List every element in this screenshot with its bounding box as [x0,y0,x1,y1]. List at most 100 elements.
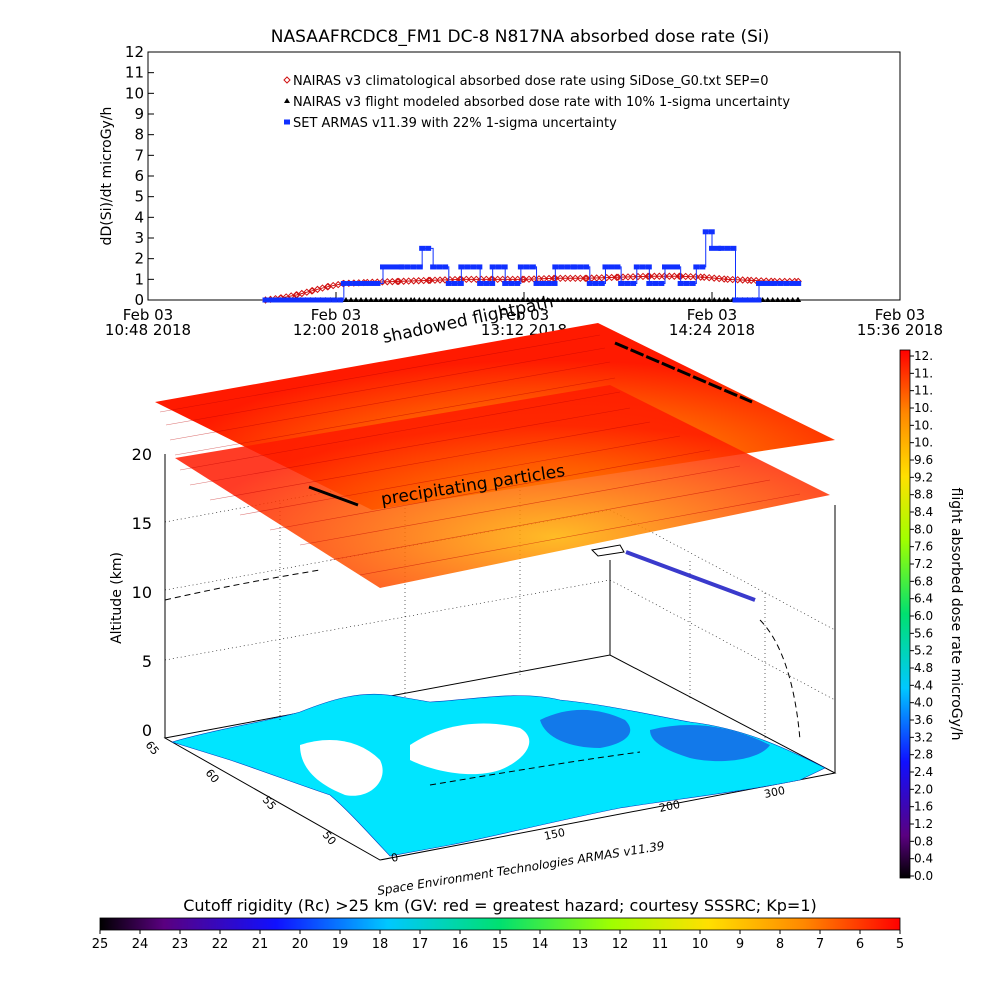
series-point [762,280,768,286]
y-tick-label: 5 [134,188,144,206]
series-point [489,280,496,286]
series-point [711,297,718,302]
series-point [549,297,556,302]
series-point [378,278,387,286]
y-tick-label: 11 [125,64,144,82]
rigidity-colorbar-tick-label: 5 [896,937,904,952]
series-point [441,297,448,302]
x-tick-label-date: Feb 03 [687,306,737,324]
y-tick-label: 2 [134,250,144,268]
rigidity-colorbar-tick-label: 18 [372,937,389,952]
series-point [388,297,394,302]
series-point [568,297,574,302]
series-point [677,280,684,286]
series-point [675,272,684,280]
series-point [310,297,317,303]
series-point [451,280,458,286]
series-point [529,297,536,302]
series-point [404,277,413,285]
series-point [462,275,471,284]
series-point [583,264,590,270]
rigidity-colorbar-tick-label: 23 [172,937,189,952]
dose-colorbar-tick-label: 2.8 [914,748,933,762]
series-point [431,297,438,302]
series-point [346,280,353,286]
series-point [573,297,579,302]
rigidity-colorbar-tick-label: 9 [736,937,744,952]
flight-path-3d [625,550,756,602]
series-point [425,245,432,251]
series-point [368,297,374,302]
series-point [650,272,659,280]
series-point [394,277,403,286]
latitude-tick: 50 [320,829,339,848]
series-point [424,276,433,285]
series-point [710,274,718,282]
series-point [701,297,708,302]
series-point [681,272,690,281]
flight-shadow-segment-2 [308,485,359,507]
series-point [771,280,778,286]
rigidity-colorbar-ticks: 25 24 23 22 21 20 19 18 17 16 15 14 13 12 11 10 9 8 7 6 5 [92,930,904,952]
series-point [416,297,423,302]
series-point [441,276,449,284]
series-point [755,297,762,303]
series-point [738,276,747,284]
series-point [738,297,745,303]
series-point [545,280,552,286]
series-point [662,264,668,270]
series-point [582,274,591,283]
dose-colorbar-tick-label: 4.0 [914,696,933,710]
series-point [514,280,521,286]
series-point [618,280,625,286]
series-point [393,277,402,286]
series-point [674,264,680,270]
series-point [581,274,590,283]
series-point [554,297,561,302]
series-point [696,297,703,302]
flight-shadow-segment [614,341,753,404]
series-point [284,119,290,125]
series-point [268,297,275,303]
series-point [561,274,570,283]
series-point [608,264,615,270]
series-point [730,245,737,251]
series-point [715,274,723,283]
altitude-tick: 15 [132,514,152,533]
rigidity-colorbar-label: Cutoff rigidity (Rc) >25 km (GV: red = g… [183,896,817,915]
rigidity-colorbar-tick-label: 15 [492,937,509,952]
series-point [646,280,653,286]
series-square [262,229,802,303]
rigidity-colorbar-tick-label: 6 [856,937,864,952]
rigidity-colorbar-tick-label: 21 [252,937,269,952]
rigidity-colorbar-tick-label: 11 [652,937,669,952]
series-point [436,297,443,302]
series-point [352,280,359,286]
series-point [686,272,695,281]
latitude-tick: 55 [260,794,279,813]
series-point [419,276,428,285]
series-point [419,245,426,251]
dose-rate-panel: NASAAFRCDC8_FM1 DC-8 N817NA absorbed dos… [99,27,943,339]
series-point [398,297,404,302]
series-point [470,264,477,270]
longitude-tick: 0 [390,851,400,865]
series-point [386,264,392,270]
series-point [665,272,674,280]
rigidity-colorbar-ramp [99,917,901,931]
series-point [777,280,784,286]
dose-colorbar-tick-label: 2.0 [914,782,933,796]
altitude-tick: 20 [132,445,152,464]
series-point [476,297,483,302]
series-point [592,280,599,286]
series-point [666,297,673,302]
altitude-ticks: 0 5 10 15 20 [132,445,152,740]
series-point [705,273,713,282]
series-layer [261,229,802,304]
series-point [458,264,465,270]
dose-colorbar-tick-label: 12. [914,349,933,363]
rigidity-colorbar-tick-label: 22 [212,937,229,952]
series-point [655,272,664,280]
rigidity-colorbar-tick-label: 20 [292,937,309,952]
series-point [628,297,634,302]
